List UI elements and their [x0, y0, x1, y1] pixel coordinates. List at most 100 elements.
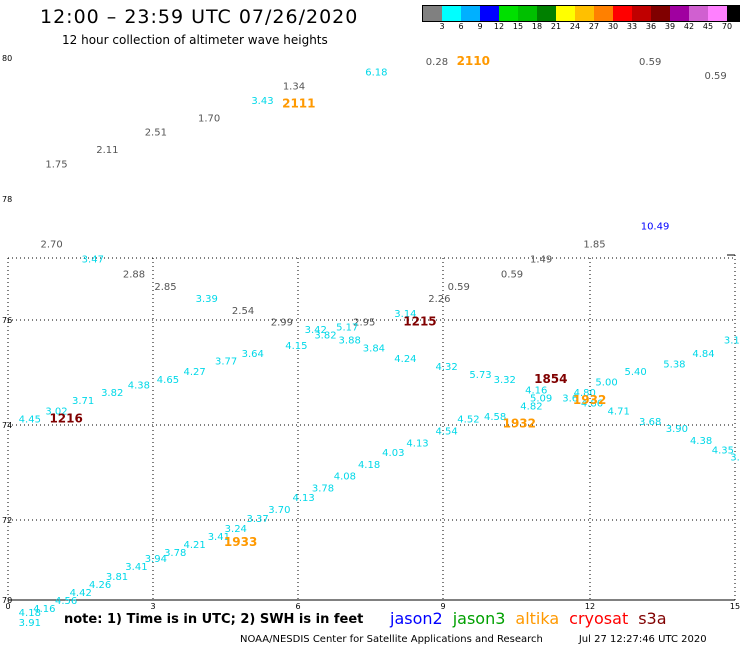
wave-height-value: 4.86 [581, 399, 603, 410]
wave-height-value: 3.32 [494, 375, 516, 386]
wave-height-value: 4.16 [33, 604, 55, 615]
wave-height-value: 3.14 [394, 309, 416, 320]
wave-height-value: 2.85 [154, 282, 176, 293]
generated-timestamp: Jul 27 12:27:46 UTC 2020 [578, 634, 707, 645]
wave-height-value: 3.78 [312, 484, 334, 495]
wave-height-value: 2.11 [96, 145, 118, 156]
scale-swatch [461, 6, 480, 21]
wave-height-value: 3.41 [125, 562, 147, 573]
scale-label: 45 [702, 22, 714, 31]
wave-height-value: 5.38 [663, 359, 685, 370]
wave-height-value: 3.78 [164, 548, 186, 559]
legend-item-cryosat: cryosat [569, 609, 629, 628]
y-tick-label: 78 [2, 195, 12, 204]
scale-swatch [594, 6, 613, 21]
scale-label: 27 [588, 22, 600, 31]
scale-label: 30 [607, 22, 619, 31]
y-tick-label: 80 [2, 54, 12, 63]
wave-height-value: 3.41 [208, 532, 230, 543]
wave-height-value: 0.59 [501, 270, 523, 281]
y-tick-label: 70 [2, 596, 12, 605]
scale-label: 24 [569, 22, 581, 31]
wave-height-value: 4.18 [19, 608, 41, 619]
wave-height-value: 3.43 [251, 96, 273, 107]
wave-height-value: 3.37 [246, 514, 268, 525]
wave-height-value: 3.82 [314, 330, 336, 341]
wave-height-value: 2.54 [232, 306, 254, 317]
wave-height-value: 2.26 [428, 294, 450, 305]
wave-height-value: 4.35 [712, 446, 734, 457]
scale-label: 36 [645, 22, 657, 31]
scale-label: 15 [512, 22, 524, 31]
wave-height-value: 4.27 [183, 367, 205, 378]
scale-label: 42 [683, 22, 695, 31]
legend-item-jason3: jason3 [452, 609, 506, 628]
wave-height-value: 3.15 [724, 336, 740, 347]
scale-swatch [480, 6, 499, 21]
wave-height-value: 3.88 [339, 336, 361, 347]
credit-text: NOAA/NESDIS Center for Satellite Applica… [240, 634, 543, 645]
wave-height-value: 4.45 [19, 414, 41, 425]
legend-item-s3a: s3a [638, 609, 667, 628]
scale-label: 39 [664, 22, 676, 31]
scale-swatch [613, 6, 632, 21]
wave-height-value: 3.39 [196, 294, 218, 305]
scale-swatch [442, 6, 461, 21]
wave-height-value: 3.68 [639, 417, 661, 428]
wave-height-value: 5.00 [595, 378, 617, 389]
y-tick-label: 72 [2, 516, 12, 525]
wave-height-value: 10.49 [641, 221, 670, 232]
x-tick-label: 0 [5, 602, 10, 611]
wave-height-value: 1.34 [283, 82, 305, 93]
scale-label: 18 [531, 22, 543, 31]
pass-time-label: 1216 [49, 411, 82, 425]
wave-height-value: 4.80 [574, 388, 596, 399]
wave-height-value: 3.82 [101, 388, 123, 399]
pass-time-label: 1215 [403, 314, 436, 328]
scale-swatch [556, 6, 575, 21]
credit-footer: NOAA/NESDIS Center for Satellite Applica… [240, 634, 707, 645]
wave-height-value: 3.64 [242, 349, 264, 360]
scale-swatch [537, 6, 556, 21]
x-tick-label: 6 [295, 602, 300, 611]
wave-height-value: 4.71 [608, 407, 630, 418]
wave-height-value: 3.94 [145, 554, 167, 565]
wave-height-value: 4.54 [435, 427, 457, 438]
wave-height-value: 3.24 [225, 524, 247, 535]
wave-height-value: 3.77 [215, 357, 237, 368]
scale-swatch [727, 6, 740, 21]
wave-height-value: 5.73 [469, 370, 491, 381]
pass-time-label: 2111 [282, 96, 315, 110]
scale-label: 3 [439, 22, 445, 31]
wave-height-value: 4.38 [128, 380, 150, 391]
x-tick-label: 12 [585, 602, 595, 611]
scale-swatch [499, 6, 518, 21]
wave-height-value: 4.58 [484, 412, 506, 423]
wave-height-value: 1.85 [583, 239, 605, 250]
pass-time-label: 2110 [457, 54, 490, 68]
wave-height-value: 4.18 [358, 460, 380, 471]
scale-swatch [632, 6, 651, 21]
wave-height-value: 1.75 [45, 159, 67, 170]
legend-item-jason2: jason2 [390, 609, 443, 628]
x-tick-label: 3 [150, 602, 155, 611]
wave-height-value: 3.6 [562, 393, 578, 404]
scale-swatch [651, 6, 670, 21]
wave-height-value: 4.38 [690, 436, 712, 447]
wave-height-value: 4.84 [692, 349, 714, 360]
wave-height-value: 2.99 [271, 317, 293, 328]
pass-time-label: 1932 [573, 393, 606, 407]
wave-height-color-scale [422, 5, 740, 22]
wave-height-value: 3.70 [268, 505, 290, 516]
wave-height-value: 0.59 [448, 282, 470, 293]
wave-height-value: 4.24 [394, 354, 416, 365]
wave-height-value: 0.59 [704, 71, 726, 82]
wave-height-value: 4.15 [285, 341, 307, 352]
scale-label: 70 [721, 22, 733, 31]
wave-height-value: 3.47 [82, 255, 104, 266]
scale-swatch [670, 6, 689, 21]
wave-height-value: 4.13 [406, 438, 428, 449]
scale-label: 6 [458, 22, 464, 31]
wave-height-value: 5.09 [530, 393, 552, 404]
